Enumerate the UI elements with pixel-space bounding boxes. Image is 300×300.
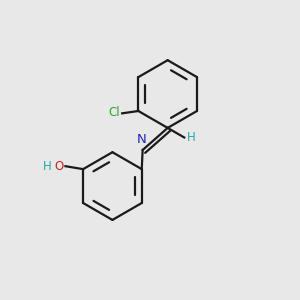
Text: H: H <box>43 160 52 173</box>
Text: N: N <box>136 134 146 146</box>
Text: O: O <box>55 160 64 173</box>
Text: Cl: Cl <box>108 106 120 119</box>
Text: H: H <box>187 131 196 144</box>
